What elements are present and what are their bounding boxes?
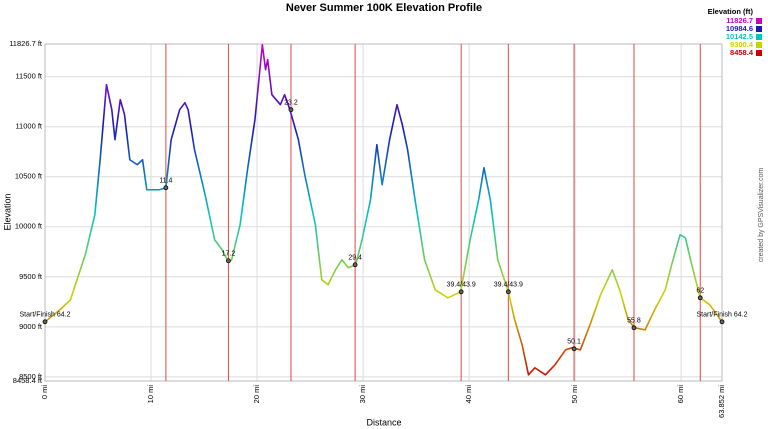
y-tick-label: 9500 ft — [19, 272, 43, 281]
x-tick-label: 50 mi — [570, 385, 579, 404]
waypoint — [288, 107, 294, 113]
waypoint-label: 62 — [696, 288, 704, 295]
legend-swatch — [756, 26, 762, 32]
legend-label: 11826.7 — [726, 16, 753, 25]
legend-swatch — [756, 34, 762, 40]
y-tick-label: 11000 ft — [15, 122, 42, 131]
waypoint — [571, 346, 577, 352]
waypoint — [163, 185, 169, 191]
legend-title: Elevation (ft) — [708, 7, 754, 16]
x-axis-title: Distance — [366, 417, 401, 427]
waypoint-label: 50.1 — [567, 339, 581, 346]
waypoint-label: 39.4/43.9 — [447, 282, 476, 289]
y-tick-label: 11826.7 ft — [9, 39, 43, 48]
y-tick-label: 9000 ft — [19, 322, 43, 331]
legend-swatch — [756, 50, 762, 56]
waypoint — [719, 319, 725, 325]
waypoint-label: Start/Finish 64.2 — [20, 312, 71, 319]
x-tick-label: 10 mi — [146, 385, 155, 404]
y-tick-label: 8458.4 ft — [13, 376, 43, 385]
waypoint-label: 39.4/43.9 — [494, 282, 523, 289]
plot-frame — [44, 43, 723, 382]
credit: created by GPSVisualizer.com — [758, 168, 765, 263]
legend-label: 10142.5 — [726, 32, 753, 41]
legend-swatch — [756, 42, 762, 48]
x-tick-label: 30 mi — [358, 385, 367, 404]
y-tick-label: 10000 ft — [15, 222, 43, 231]
legend-swatch — [756, 18, 762, 24]
x-tick-label: 60 mi — [676, 385, 685, 404]
legend-label: 8458.4 — [730, 48, 754, 57]
waypoint — [505, 289, 511, 295]
x-tick-label: 40 mi — [464, 385, 473, 404]
waypoint-label: Start/Finish 64.2 — [697, 312, 748, 319]
waypoint-label: 17.2 — [222, 251, 236, 258]
chart-title: Never Summer 100K Elevation Profile — [286, 2, 482, 14]
waypoint — [458, 289, 464, 295]
waypoint — [697, 295, 703, 301]
waypoint — [631, 325, 637, 331]
legend-box — [690, 3, 766, 59]
x-tick-label: 63.852 mi — [717, 385, 726, 418]
waypoint-label: 29.4 — [348, 255, 362, 262]
legend-label: 9300.4 — [730, 40, 754, 49]
waypoint — [352, 262, 358, 268]
y-tick-label: 11500 ft — [15, 72, 42, 81]
waypoint-label: 11.4 — [159, 178, 172, 185]
x-tick-label: 0 mi — [40, 385, 49, 400]
waypoint-label: 55.8 — [627, 318, 641, 325]
elevation-line — [44, 43, 723, 376]
waypoint — [42, 319, 48, 325]
waypoint-label: 23.2 — [284, 100, 298, 107]
y-axis-title: Elevation — [2, 193, 12, 230]
legend-label: 10984.6 — [726, 24, 753, 33]
x-tick-label: 20 mi — [252, 385, 261, 404]
y-tick-label: 10500 ft — [15, 172, 43, 181]
waypoint — [226, 258, 231, 264]
y-tick-label: 8500 ft — [19, 372, 43, 381]
